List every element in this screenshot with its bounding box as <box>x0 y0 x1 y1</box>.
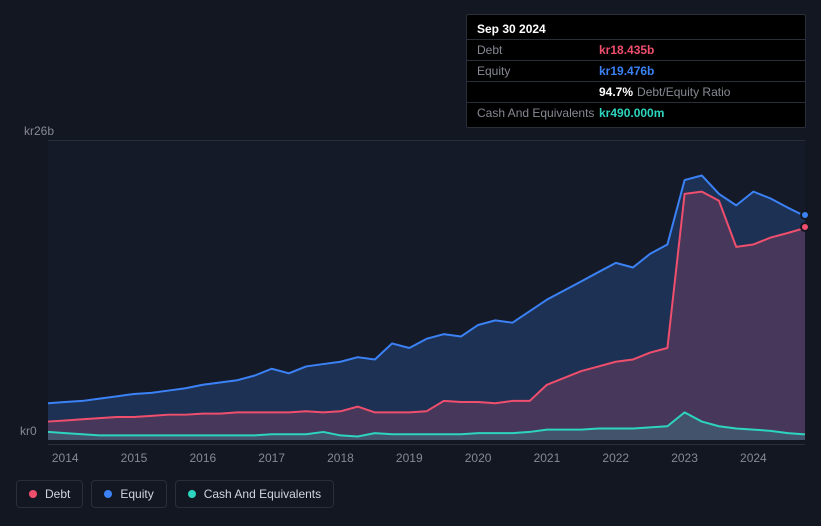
legend-item-cash[interactable]: Cash And Equivalents <box>175 480 334 508</box>
y-axis-bottom-label: kr0 <box>20 424 37 438</box>
legend-item-debt[interactable]: Debt <box>16 480 83 508</box>
x-tick: 2016 <box>189 451 216 465</box>
x-tick: 2020 <box>465 451 492 465</box>
legend: Debt Equity Cash And Equivalents <box>16 480 334 508</box>
x-tick: 2015 <box>121 451 148 465</box>
legend-dot <box>104 490 112 498</box>
x-tick: 2024 <box>740 451 767 465</box>
tooltip-value: kr490.000m <box>599 106 664 120</box>
tooltip-label: Debt <box>477 43 599 57</box>
legend-label: Equity <box>120 487 153 501</box>
chart-plot[interactable] <box>48 140 805 440</box>
data-tooltip: Sep 30 2024 Debt kr18.435b Equity kr19.4… <box>466 14 806 128</box>
tooltip-label: Cash And Equivalents <box>477 106 599 120</box>
x-tick: 2014 <box>52 451 79 465</box>
tooltip-label <box>477 85 599 99</box>
y-axis-top-label: kr26b <box>24 124 54 138</box>
tooltip-value: kr18.435b <box>599 43 654 57</box>
legend-item-equity[interactable]: Equity <box>91 480 166 508</box>
tooltip-label: Equity <box>477 64 599 78</box>
tooltip-trail: Debt/Equity Ratio <box>637 85 730 99</box>
legend-dot <box>188 490 196 498</box>
series-end-dot <box>800 210 810 220</box>
x-tick: 2021 <box>534 451 561 465</box>
x-tick: 2018 <box>327 451 354 465</box>
x-tick: 2017 <box>258 451 285 465</box>
legend-label: Cash And Equivalents <box>204 487 321 501</box>
tooltip-value: kr19.476b <box>599 64 654 78</box>
legend-label: Debt <box>45 487 70 501</box>
tooltip-date: Sep 30 2024 <box>477 22 546 36</box>
x-tick: 2019 <box>396 451 423 465</box>
x-tick: 2022 <box>602 451 629 465</box>
legend-dot <box>29 490 37 498</box>
tooltip-value: 94.7% <box>599 85 633 99</box>
x-axis: 2014 2015 2016 2017 2018 2019 2020 2021 2022 2023… <box>48 444 805 468</box>
series-end-dot <box>800 222 810 232</box>
x-tick: 2023 <box>671 451 698 465</box>
